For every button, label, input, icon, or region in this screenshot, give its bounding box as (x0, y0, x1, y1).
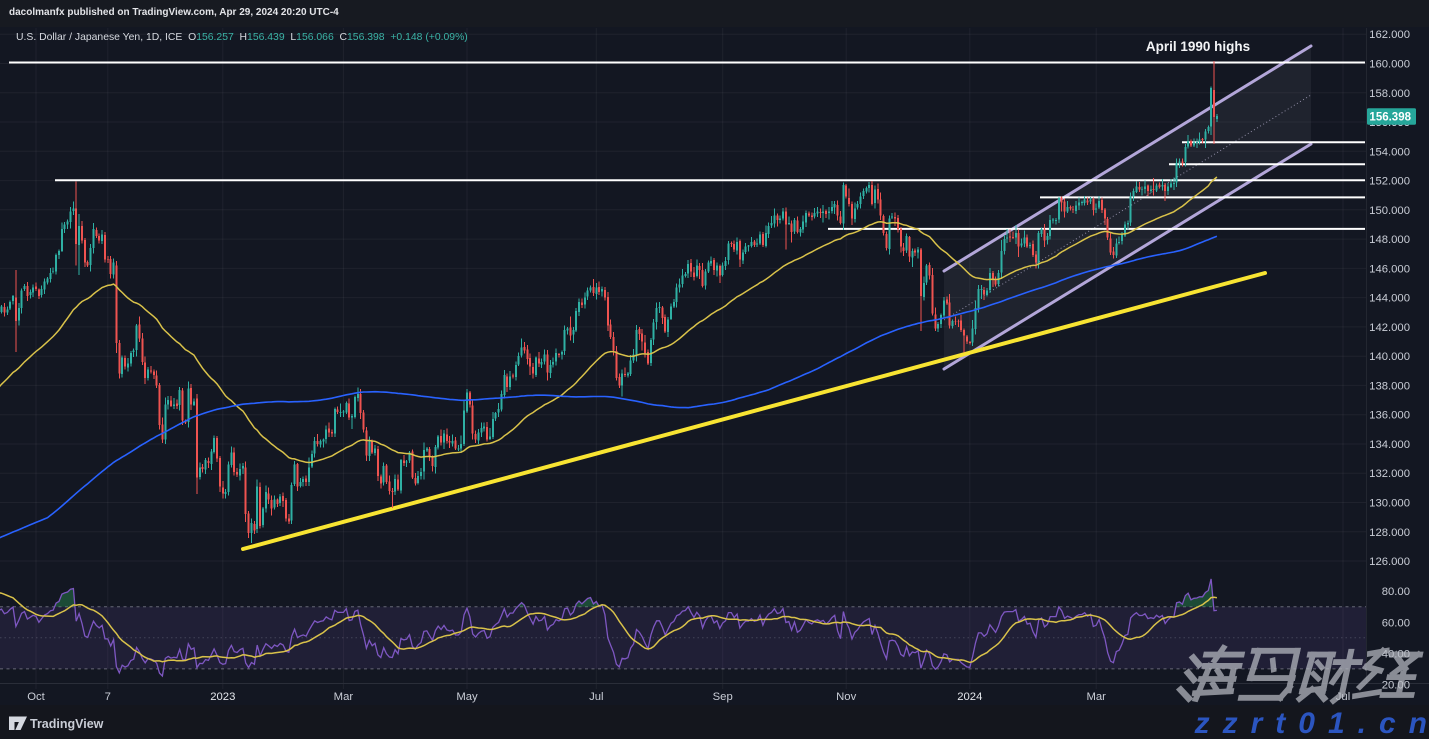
svg-text:Oct: Oct (27, 691, 45, 703)
svg-text:130.000: 130.000 (1369, 498, 1410, 510)
svg-text:154.000: 154.000 (1369, 146, 1410, 158)
svg-text:60.00: 60.00 (1382, 617, 1410, 629)
svg-text:144.000: 144.000 (1369, 293, 1410, 305)
svg-text:2023: 2023 (210, 691, 235, 703)
svg-text:162.000: 162.000 (1369, 29, 1410, 41)
svg-text:80.00: 80.00 (1382, 586, 1410, 598)
svg-text:May: May (456, 691, 478, 703)
svg-text:140.000: 140.000 (1369, 351, 1410, 363)
svg-text:146.000: 146.000 (1369, 263, 1410, 275)
svg-text:TradingView: TradingView (30, 717, 104, 731)
svg-text:148.000: 148.000 (1369, 234, 1410, 246)
svg-text:142.000: 142.000 (1369, 322, 1410, 334)
svg-text:Nov: Nov (836, 691, 856, 703)
svg-text:April 1990 highs: April 1990 highs (1146, 39, 1250, 54)
svg-text:134.000: 134.000 (1369, 439, 1410, 451)
svg-text:160.000: 160.000 (1369, 59, 1410, 71)
svg-text:156.398: 156.398 (1369, 111, 1411, 123)
svg-text:7: 7 (105, 691, 111, 703)
svg-text:158.000: 158.000 (1369, 88, 1410, 100)
svg-text:150.000: 150.000 (1369, 205, 1410, 217)
svg-text:Sep: Sep (713, 691, 733, 703)
svg-text:136.000: 136.000 (1369, 410, 1410, 422)
svg-text:152.000: 152.000 (1369, 176, 1410, 188)
svg-text:Jul: Jul (589, 691, 603, 703)
svg-text:138.000: 138.000 (1369, 380, 1410, 392)
svg-text:128.000: 128.000 (1369, 527, 1410, 539)
svg-text:132.000: 132.000 (1369, 468, 1410, 480)
svg-text:126.000: 126.000 (1369, 556, 1410, 568)
svg-text:Mar: Mar (334, 691, 354, 703)
svg-text:Mar: Mar (1086, 691, 1106, 703)
svg-text:20.00: 20.00 (1382, 679, 1410, 691)
svg-text:2024: 2024 (957, 691, 982, 703)
